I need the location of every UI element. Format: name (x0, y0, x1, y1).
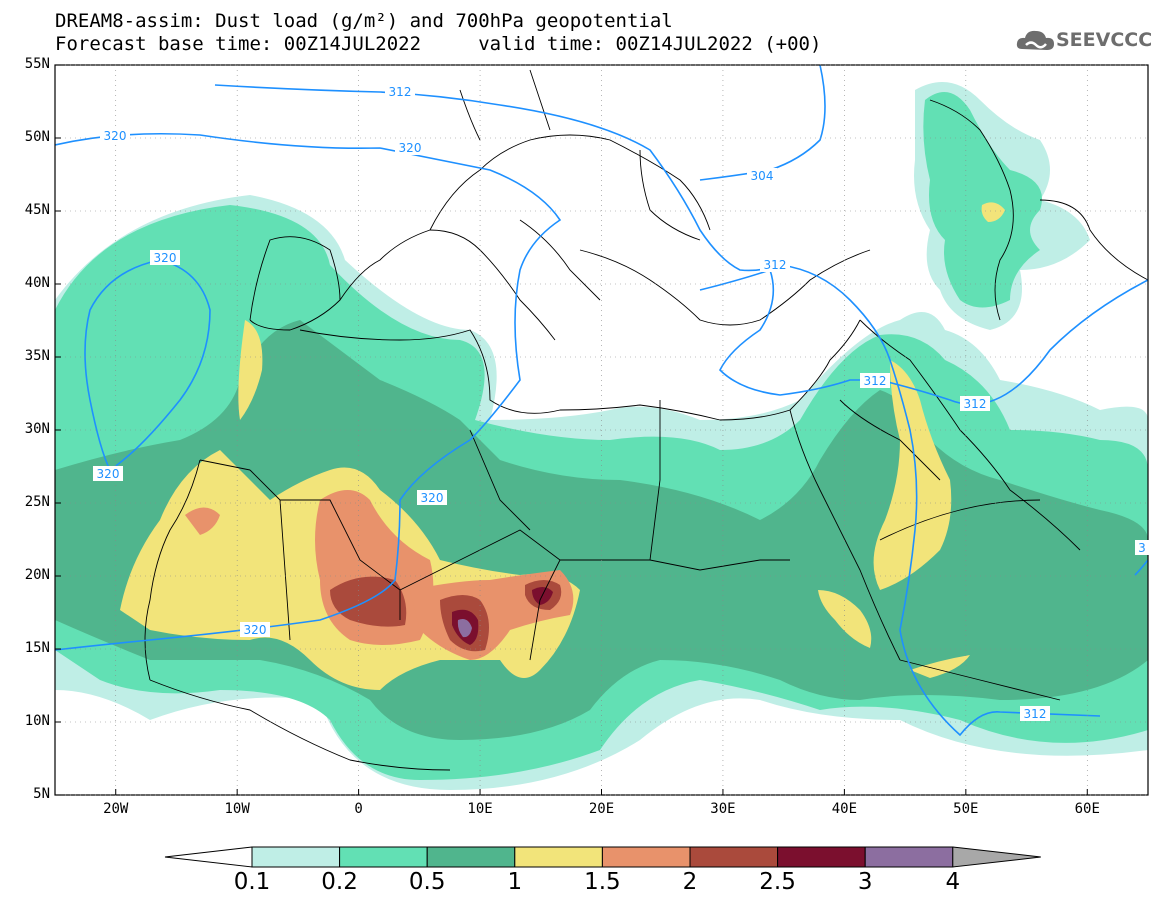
contour-label-bg (417, 490, 447, 505)
colorbar-swatch (777, 846, 866, 868)
contour-label-bg (240, 622, 270, 637)
dust-field (55, 65, 1148, 790)
colorbar-swatch (952, 846, 1041, 868)
logo-text: SEEVCCC (1056, 29, 1153, 51)
lat-label: 30N (24, 421, 50, 437)
contour-label: 320 (104, 129, 127, 143)
contour-label-bg (100, 128, 130, 143)
contour-label: 320 (244, 623, 267, 637)
contour-label-bg (395, 140, 425, 155)
lon-label: 20W (103, 801, 129, 817)
graticule (55, 64, 1148, 796)
contour-label-bg (747, 168, 777, 183)
contour-label: 320 (421, 491, 444, 505)
cloud-logo-icon (1016, 30, 1054, 50)
contour-label: 312 (389, 85, 412, 99)
lat-label: 5N (33, 786, 50, 802)
contour-label: 312 (1024, 707, 1047, 721)
colorbar-lower-extend (164, 846, 253, 868)
lat-label: 20N (24, 567, 50, 583)
lon-label: 40E (831, 801, 858, 817)
lat-label: 50N (24, 129, 50, 145)
lon-label: 60E (1074, 801, 1100, 817)
dust-band-caspian-1 (981, 202, 1005, 222)
colorbar-label: 0.1 (233, 869, 271, 895)
colorbar-label: 0.2 (321, 869, 358, 895)
colorbar-swatch (689, 846, 779, 868)
colorbar-swatch (251, 846, 341, 868)
contour-label: 312 (964, 397, 987, 411)
contour-label-bg (1135, 540, 1149, 555)
contour-label: 3 (1138, 541, 1146, 555)
lon-label: 50E (953, 801, 979, 817)
lon-label: 10E (467, 801, 493, 817)
colorbar-label: 3 (857, 869, 873, 895)
lat-label: 45N (24, 202, 50, 218)
contour-label: 312 (764, 258, 787, 272)
lon-label: 0 (354, 801, 363, 817)
contour-label: 320 (97, 467, 120, 481)
colorbar-swatch (864, 846, 954, 868)
contour-label: 320 (399, 141, 422, 155)
contour-label: 304 (751, 169, 774, 183)
contour-label-bg (385, 84, 415, 99)
contour-label-bg (1020, 706, 1050, 721)
dust-band-1-iraq (873, 360, 952, 590)
lat-label: 40N (24, 275, 50, 291)
lat-label: 10N (24, 713, 50, 729)
lon-label: 20E (588, 801, 615, 817)
map-title: DREAM8-assim: Dust load (g/m²) and 700hP… (55, 10, 673, 32)
lat-label: 55N (24, 56, 50, 72)
colorbar-swatch (426, 846, 516, 868)
contour-label: 320 (154, 251, 177, 265)
contour-label-bg (860, 373, 890, 388)
contour-label-bg (93, 466, 123, 481)
colorbar-swatch (339, 846, 428, 868)
lat-label: 35N (24, 348, 50, 364)
lon-label: 30E (710, 801, 736, 817)
colorbar-label: 4 (945, 869, 961, 895)
colorbar-label: 0.5 (408, 869, 446, 895)
dust-band-2 (330, 576, 407, 627)
seevccc-logo: SEEVCCC (1016, 25, 1156, 57)
dust-band-0.2-caspian (923, 92, 1042, 308)
lon-label: 10W (224, 801, 250, 817)
lat-label: 25N (24, 494, 50, 510)
dust-band-4 (457, 619, 472, 638)
coastlines (144, 69, 1148, 771)
colorbar (164, 846, 1041, 868)
dust-band-1-iberia (238, 320, 263, 420)
contour-label-bg (760, 257, 790, 272)
contour-label: 312 (864, 374, 887, 388)
contour-labels: 312 320 320 320 304 312 320 320 320 312 312 312 3 (93, 84, 1149, 721)
dust-band-1-yemen (910, 655, 970, 678)
colorbar-label: 2.5 (759, 869, 796, 895)
colorbar-label: 1 (507, 869, 523, 895)
dust-band-1.5-mauritania (185, 507, 220, 535)
colorbar-swatch (514, 846, 603, 868)
forecast-time-line: Forecast base time: 00Z14JUL2022 valid t… (55, 33, 822, 55)
colorbar-label: 1.5 (584, 869, 621, 895)
colorbar-label: 2 (682, 869, 698, 895)
axis-ticks (55, 64, 1088, 796)
colorbar-swatch (601, 846, 691, 868)
contour-label-bg (960, 396, 990, 411)
contour-label-bg (150, 250, 180, 265)
lat-label: 15N (24, 640, 50, 656)
dust-band-1-redsea (818, 590, 872, 648)
